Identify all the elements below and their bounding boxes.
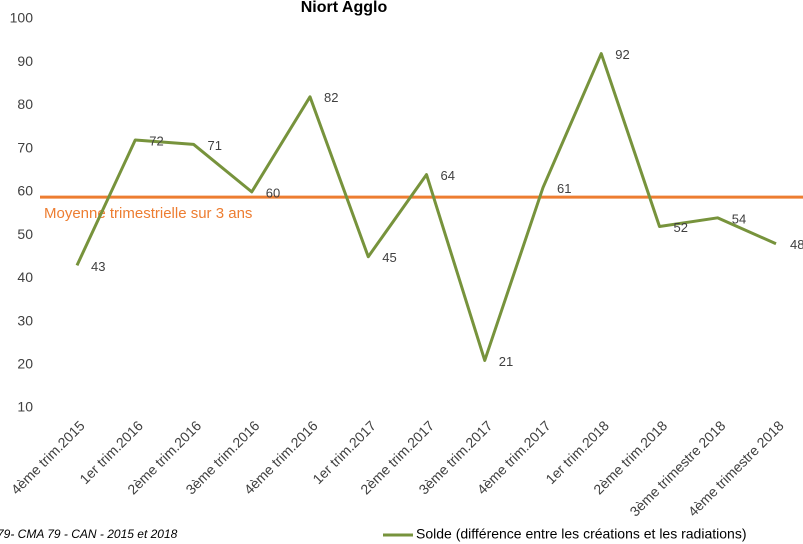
- data-label: 92: [615, 47, 629, 62]
- y-tick-label: 30: [17, 312, 33, 328]
- data-label: 21: [499, 354, 513, 369]
- y-tick-label: 10: [17, 399, 33, 415]
- data-label: 71: [208, 138, 222, 153]
- y-tick-label: 50: [17, 226, 33, 242]
- data-label: 52: [674, 220, 688, 235]
- data-label: 54: [732, 211, 746, 226]
- y-tick-label: 60: [17, 183, 33, 199]
- y-tick-label: 70: [17, 139, 33, 155]
- chart-title: Niort Agglo: [301, 0, 388, 16]
- data-label: 64: [441, 168, 455, 183]
- data-label: 48: [790, 237, 803, 252]
- y-tick-label: 100: [10, 10, 34, 26]
- legend-label: Solde (différence entre les créations et…: [416, 526, 746, 542]
- y-tick-label: 20: [17, 355, 33, 371]
- y-tick-label: 90: [17, 53, 33, 69]
- y-tick-label: 40: [17, 269, 33, 285]
- x-tick-label: 4ème trim.2015: [8, 417, 88, 497]
- data-label: 61: [557, 181, 571, 196]
- data-label: 82: [324, 90, 338, 105]
- data-label: 45: [382, 250, 396, 265]
- data-label: 43: [91, 259, 105, 274]
- x-tick-label: 3ème trimestre 2018: [626, 417, 728, 519]
- data-label: 60: [266, 185, 280, 200]
- source: 79- CMA 79 - CAN - 2015 et 2018: [0, 527, 178, 541]
- data-label: 72: [149, 133, 163, 148]
- average-label: Moyenne trimestrielle sur 3 ans: [44, 205, 252, 222]
- y-tick-label: 80: [17, 96, 33, 112]
- x-tick-label: 4ème trimestre 2018: [685, 417, 787, 519]
- series-line: [75, 52, 777, 362]
